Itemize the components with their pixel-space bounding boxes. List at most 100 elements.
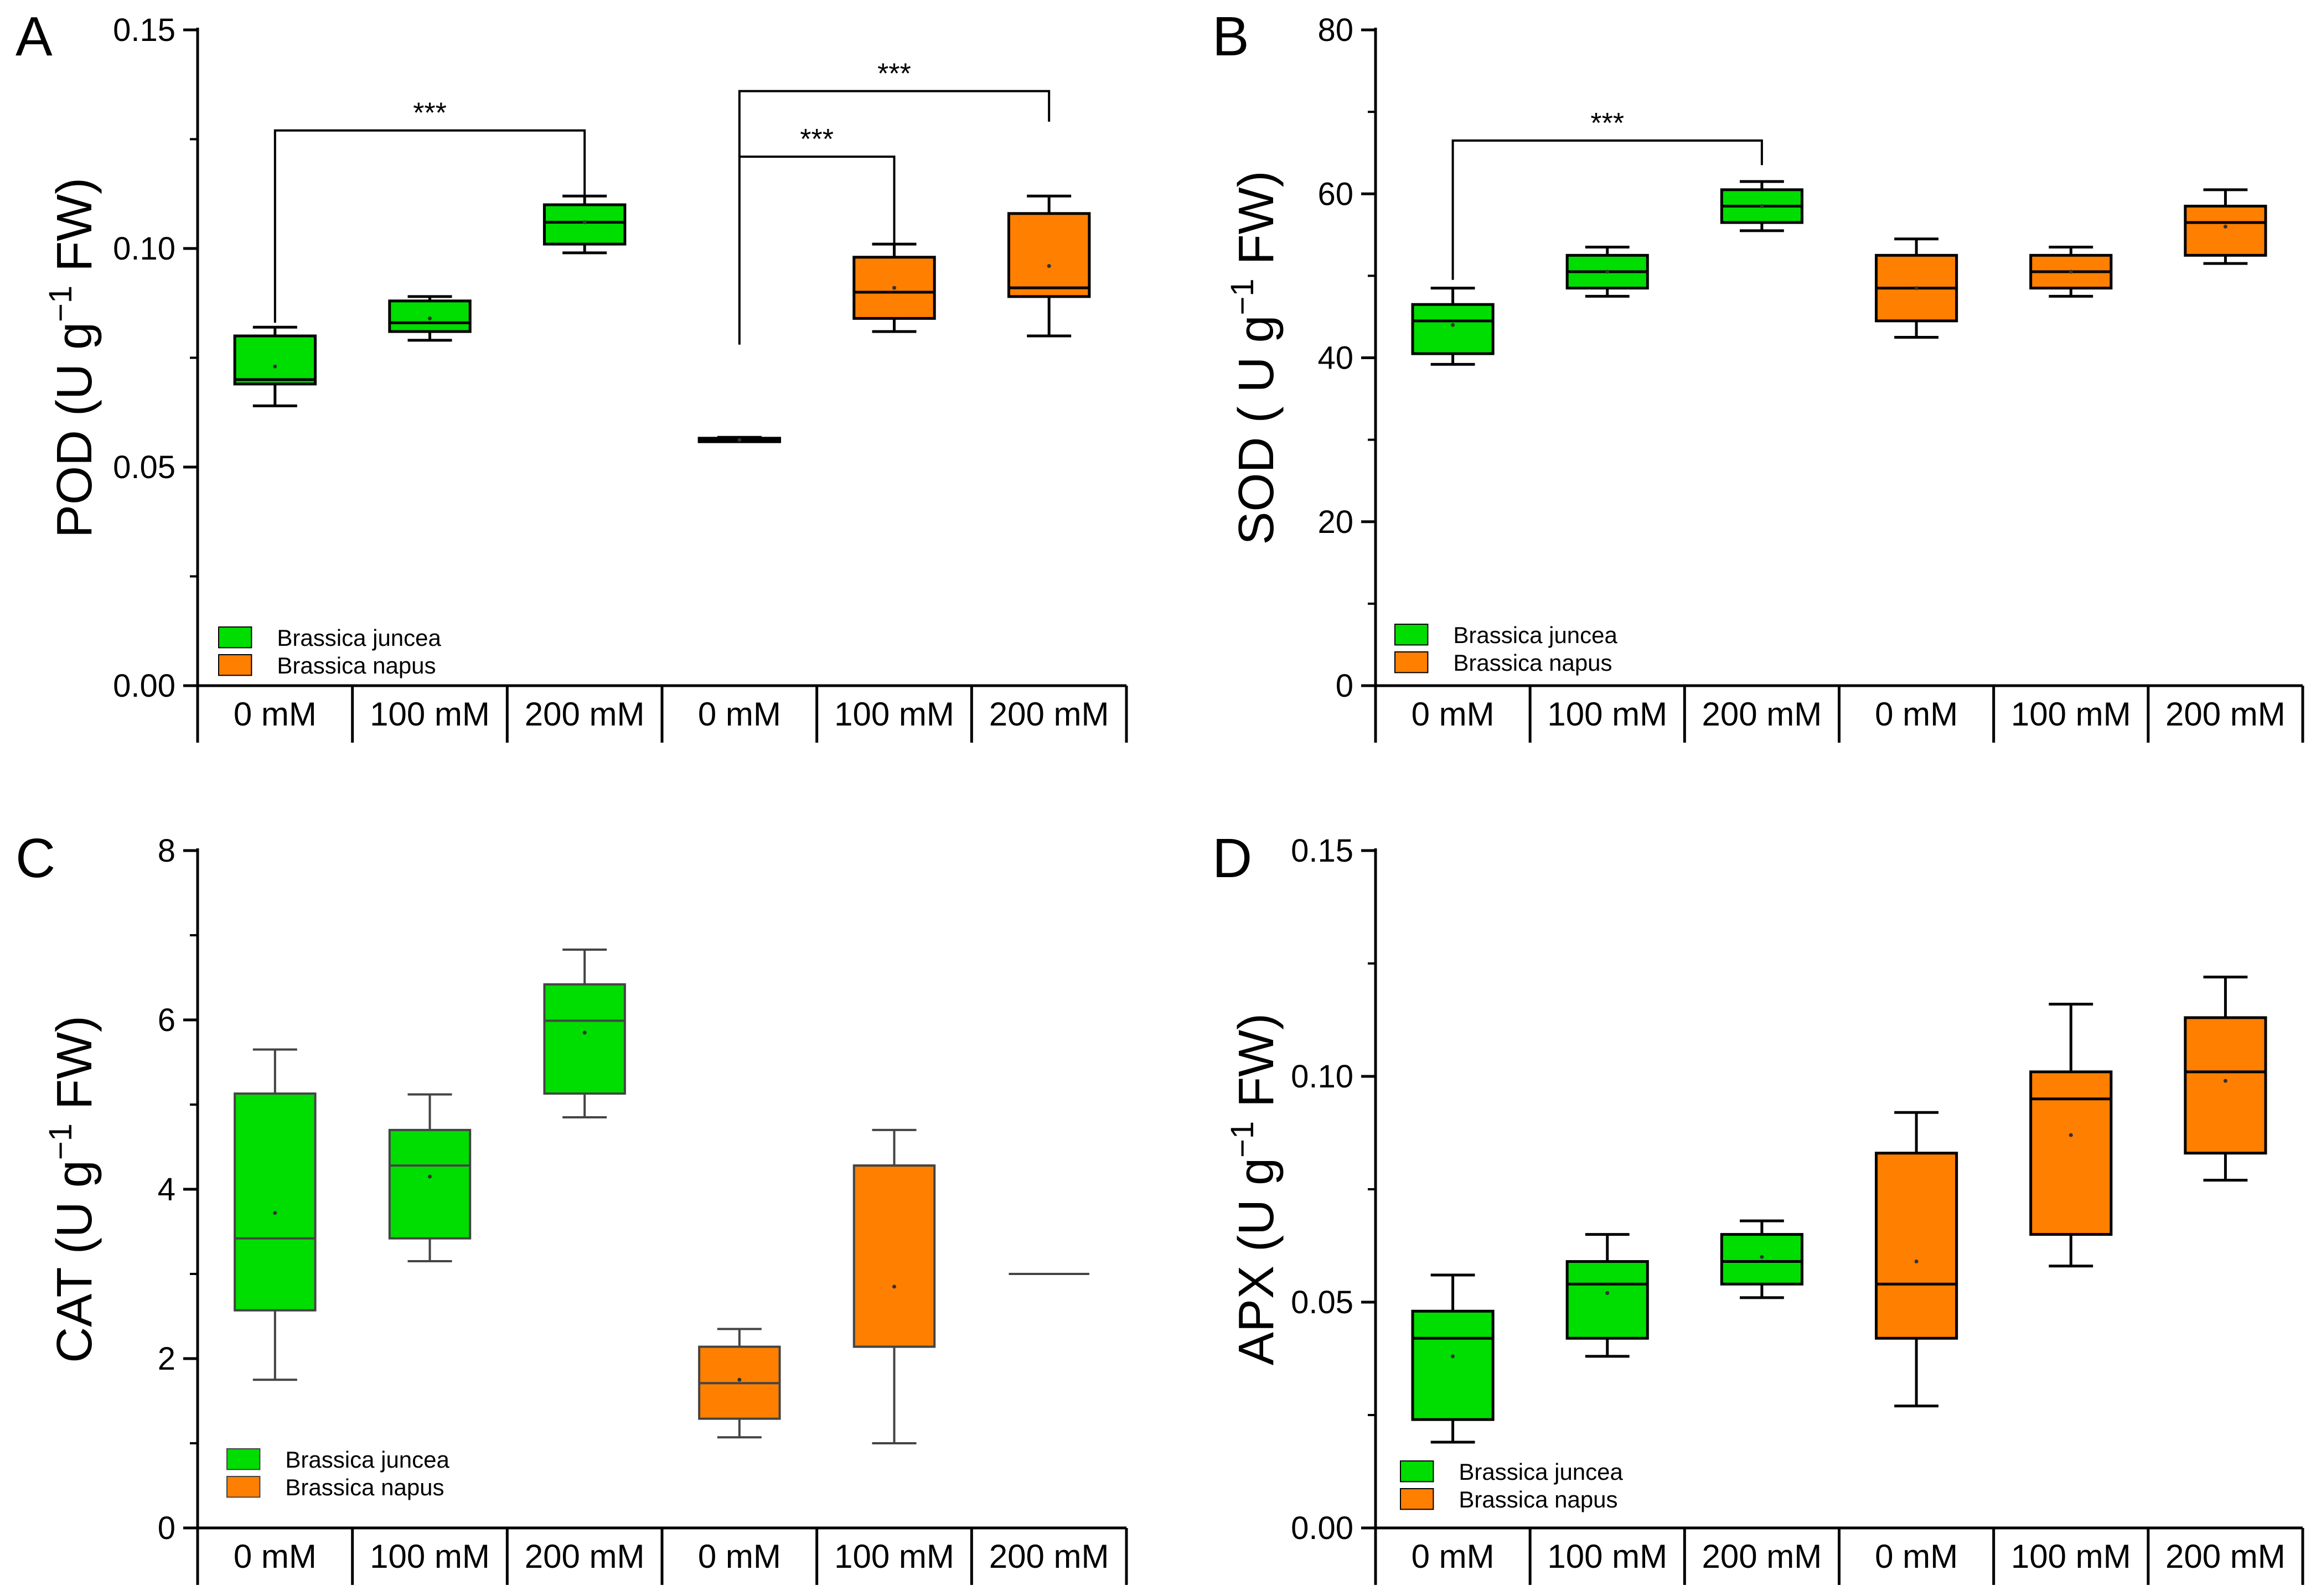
y-axis-title: CAT (U g−1 FW) [43, 1015, 102, 1363]
bracket-line [273, 129, 586, 323]
significance-label: *** [877, 58, 911, 90]
x-category-label: 200 mM [2165, 1538, 2286, 1575]
significance-bracket: *** [273, 97, 586, 323]
box-napus-4 [852, 1128, 936, 1444]
y-tick-label: 0 [158, 1510, 175, 1546]
box-iqr [1565, 1260, 1649, 1340]
significance-label: *** [800, 123, 834, 156]
y-tick-label: 0.05 [113, 449, 175, 485]
box-napus-3 [698, 1328, 781, 1439]
x-category-label: 0 mM [1875, 696, 1958, 733]
x-category-label: 0 mM [234, 696, 317, 733]
box-juncea-1 [1565, 1233, 1649, 1358]
x-category-label: 100 mM [834, 1538, 954, 1575]
x-category-label: 200 mM [2165, 696, 2286, 733]
panel-a: A 0.00 0.05 0.10 0.15 POD (U g−1 FW) 0 mM 100 m… [15, 6, 1128, 743]
x-category-label: 100 mM [834, 696, 954, 733]
box-napus-3 [1875, 237, 1958, 339]
box-mean-dot [892, 286, 896, 290]
y-axis-title-unit: FW) [1229, 1013, 1284, 1121]
box-mean-dot [582, 1030, 587, 1035]
y-axis-title-main: POD (U g [47, 322, 102, 538]
box-napus-4 [852, 242, 936, 333]
box-juncea-1 [1565, 246, 1649, 298]
box-napus-4 [2029, 246, 2113, 298]
significance-label: *** [413, 97, 447, 129]
box-juncea-2 [1720, 180, 1803, 232]
legend-label-juncea: Brassica juncea [1459, 1459, 1623, 1485]
box-juncea-0 [233, 325, 317, 407]
y-axis-title: SOD ( U g−1 FW) [1224, 170, 1284, 545]
box-mean-dot [1047, 264, 1051, 268]
x-category-label: 200 mM [525, 696, 645, 733]
significance-bracket: *** [1451, 107, 1763, 280]
y-axis-title-exponent: −1 [1224, 1121, 1260, 1158]
legend-label-napus: Brassica napus [1453, 650, 1612, 676]
box-mean-dot [1605, 1291, 1610, 1296]
box-juncea-2 [1720, 1219, 1803, 1299]
box-mean-dot [1451, 323, 1455, 327]
x-category-label: 200 mM [989, 1538, 1109, 1575]
box-juncea-2 [543, 949, 626, 1118]
y-tick-label: 20 [1317, 504, 1353, 540]
box-mean-dot [1760, 204, 1764, 208]
box-iqr [1007, 212, 1091, 298]
box-napus-5 [1007, 194, 1091, 338]
y-axis-title-exponent: −1 [1224, 278, 1260, 315]
y-tick-label: 4 [158, 1172, 175, 1208]
legend-swatch-juncea [226, 1448, 261, 1470]
panel-letter: D [1212, 827, 1252, 889]
legend-swatch-juncea [1400, 1460, 1434, 1483]
box-iqr [543, 983, 626, 1095]
legend-label-juncea: Brassica juncea [285, 1447, 449, 1473]
y-tick-label: 0.00 [1291, 1510, 1353, 1546]
box-iqr [1875, 1152, 1958, 1340]
bracket-line [738, 90, 1051, 157]
y-axis-title-main: SOD ( U g [1229, 315, 1284, 545]
y-tick-label: 0.10 [1291, 1059, 1353, 1095]
x-category-label: 200 mM [1702, 696, 1822, 733]
box-mean-dot [737, 438, 742, 442]
x-category-label: 0 mM [698, 1538, 781, 1575]
box-mean-dot [273, 1211, 277, 1215]
box-iqr [1720, 1233, 1803, 1286]
legend-label-napus: Brassica napus [277, 652, 436, 678]
legend-label-juncea: Brassica juncea [1453, 622, 1617, 648]
y-tick-label: 0 [1336, 668, 1353, 704]
x-category-label: 0 mM [234, 1538, 317, 1575]
box-mean-dot [1914, 286, 1919, 291]
box-mean-dot [1451, 1354, 1455, 1359]
panel-b: B 0 20 40 60 80 SOD ( U g−1 FW) 0 mM 100 mM 200 m… [1212, 6, 2304, 743]
box-juncea-0 [1411, 1273, 1495, 1444]
box-mean-dot [892, 1284, 896, 1289]
x-category-label: 100 mM [1547, 1538, 1667, 1575]
x-category-label: 100 mM [2011, 696, 2131, 733]
box-mean-dot [2069, 270, 2073, 274]
x-category-label: 200 mM [525, 1538, 645, 1575]
box-napus-4 [2029, 1002, 2113, 1268]
y-tick-label: 8 [158, 833, 175, 869]
bracket-line [1451, 139, 1763, 280]
box-napus-5 [2184, 188, 2267, 265]
legend-swatch-napus [1394, 651, 1429, 673]
box-mean-dot [1605, 270, 1610, 274]
y-tick-label: 6 [158, 1002, 175, 1038]
legend-label-napus: Brassica napus [285, 1474, 444, 1500]
y-tick-label: 60 [1317, 176, 1353, 212]
y-tick-label: 0.15 [1291, 833, 1353, 869]
box-mean-dot [2069, 1133, 2073, 1137]
box-juncea-0 [1411, 287, 1495, 366]
x-category-label: 200 mM [989, 696, 1109, 733]
legend-swatch-juncea [218, 626, 252, 649]
x-category-label: 0 mM [1412, 696, 1495, 733]
y-axis-title-exponent: −1 [43, 286, 79, 322]
box-mean-dot [1914, 1260, 1919, 1264]
box-iqr [388, 299, 472, 333]
legend-swatch-napus [218, 654, 252, 676]
box-iqr [1411, 1309, 1495, 1421]
y-tick-label: 2 [158, 1341, 175, 1377]
